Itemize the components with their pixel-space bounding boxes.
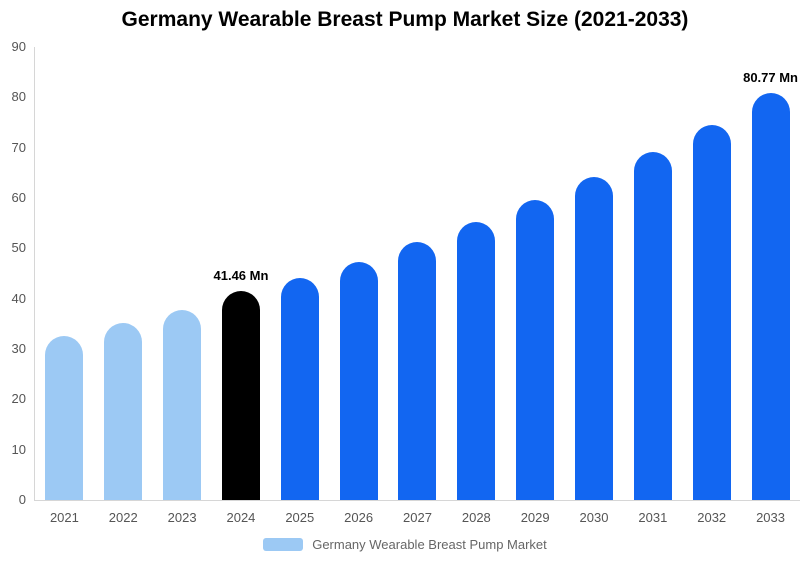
category-2026: 2026 — [329, 47, 388, 525]
category-2022: 2022 — [94, 47, 153, 525]
y-tick-80: 80 — [11, 89, 26, 105]
chart-title: Germany Wearable Breast Pump Market Size… — [121, 8, 689, 31]
y-tick-50: 50 — [11, 240, 26, 256]
bar-2033 — [751, 93, 790, 500]
x-label-2025: 2025 — [285, 510, 315, 525]
category-2032: 2032 — [682, 47, 741, 525]
x-label-2023: 2023 — [167, 510, 197, 525]
x-label-2029: 2029 — [520, 510, 550, 525]
x-label-2033: 2033 — [756, 510, 785, 525]
bar-2024 — [221, 291, 260, 500]
x-label-2024: 2024 — [226, 510, 256, 525]
bar-2023 — [163, 309, 202, 500]
category-2021: 2021 — [35, 47, 94, 525]
bar-2026 — [339, 261, 378, 500]
category-2025: 2025 — [270, 47, 329, 525]
y-tick-30: 30 — [11, 341, 26, 356]
legend-swatch — [263, 538, 304, 551]
y-axis: 0 10 20 30 40 50 60 70 80 90 — [0, 39, 30, 507]
category-2033: 80.77 Mn 2033 — [741, 47, 800, 525]
bar-2027 — [398, 242, 437, 500]
plot-area: 2021 2022 2023 41.46 Mn 2024 2025 2026 2027 2028… — [34, 47, 800, 525]
x-label-2031: 2031 — [638, 510, 668, 525]
y-tick-70: 70 — [11, 139, 26, 155]
value-label-2024: 41.46 Mn — [213, 268, 269, 284]
legend-label: Germany Wearable Breast Pump Market — [312, 537, 547, 552]
bar-2021 — [45, 336, 84, 500]
category-2028: 2028 — [447, 47, 506, 525]
bar-2031 — [633, 151, 672, 500]
category-2027: 2027 — [388, 47, 447, 525]
y-tick-60: 60 — [11, 190, 26, 205]
y-tick-40: 40 — [11, 290, 26, 306]
y-tick-0: 0 — [18, 492, 26, 507]
category-2029: 2029 — [506, 47, 565, 525]
bar-2022 — [104, 322, 143, 500]
bar-2030 — [575, 176, 614, 500]
x-label-2026: 2026 — [344, 510, 374, 525]
category-2023: 2023 — [153, 47, 212, 525]
x-label-2028: 2028 — [461, 510, 491, 525]
category-2024: 41.46 Mn 2024 — [212, 47, 271, 525]
x-label-2032: 2032 — [697, 510, 727, 525]
y-tick-90: 90 — [11, 39, 26, 54]
y-tick-10: 10 — [11, 441, 26, 457]
bar-2028 — [457, 222, 496, 500]
y-tick-20: 20 — [11, 391, 26, 407]
x-label-2021: 2021 — [49, 510, 79, 525]
bar-2032 — [692, 124, 731, 500]
category-2030: 2030 — [565, 47, 624, 525]
bar-2025 — [280, 277, 319, 500]
category-2031: 2031 — [623, 47, 682, 525]
x-label-2022: 2022 — [108, 510, 138, 525]
x-label-2030: 2030 — [579, 510, 609, 525]
x-label-2027: 2027 — [403, 510, 432, 525]
bar-2029 — [516, 200, 555, 500]
value-label-2033: 80.77 Mn — [743, 70, 799, 86]
legend: Germany Wearable Breast Pump Market — [0, 537, 810, 552]
